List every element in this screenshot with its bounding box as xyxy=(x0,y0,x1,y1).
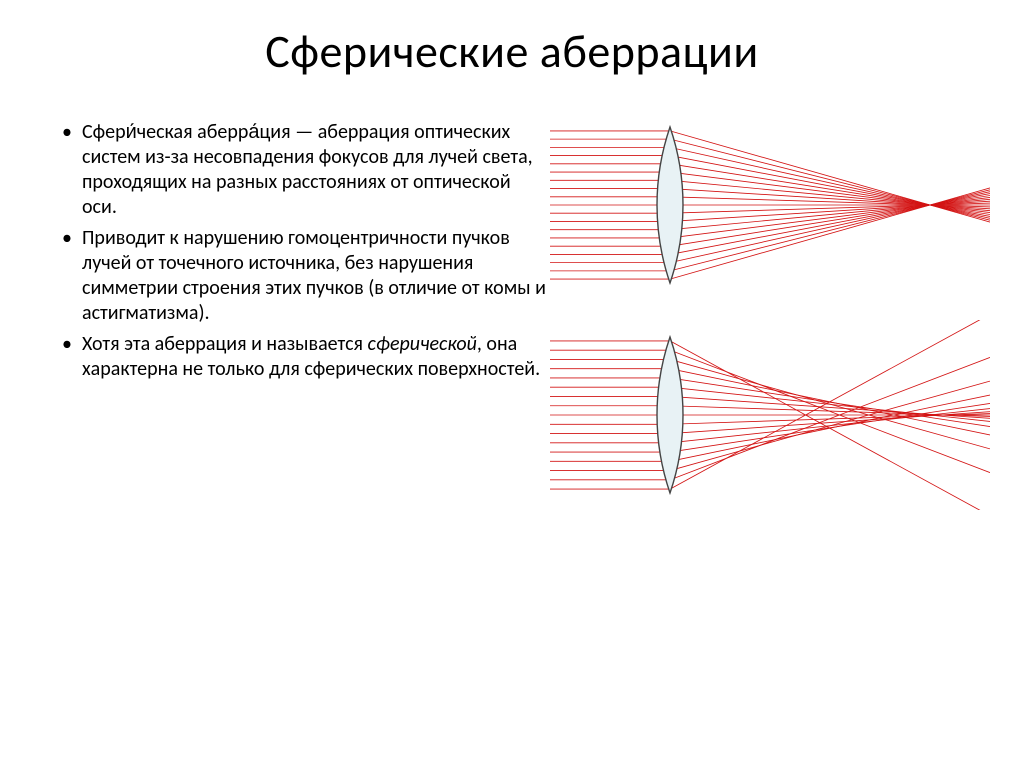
bullet-item: Сфери́ческая аберра́ция — аберрация опти… xyxy=(60,120,550,220)
page-title: Сферические аберрации xyxy=(0,0,1024,120)
content-row: Сфери́ческая аберра́ция — аберрация опти… xyxy=(0,120,1024,388)
diagram-column xyxy=(550,120,984,388)
text-column: Сфери́ческая аберра́ция — аберрация опти… xyxy=(60,120,550,388)
bullet-item: Приводит к нарушению гомоцентричности пу… xyxy=(60,226,550,326)
diagram-spherical-aberration xyxy=(550,320,990,510)
bullet-item: Хотя эта аберрация и называется сферичес… xyxy=(60,332,550,382)
bullet-list: Сфери́ческая аберра́ция — аберрация опти… xyxy=(60,120,550,382)
diagram-ideal-lens xyxy=(550,110,990,300)
